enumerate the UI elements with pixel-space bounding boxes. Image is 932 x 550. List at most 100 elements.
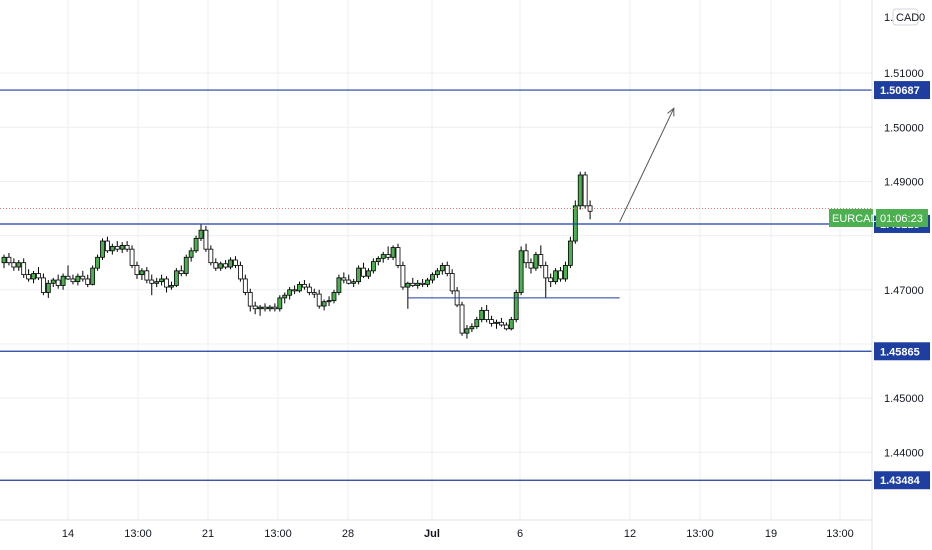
candle-down: [311, 292, 317, 295]
candle-up: [553, 270, 558, 283]
candle-up: [567, 240, 573, 266]
candle-up: [16, 262, 22, 268]
candle-down: [26, 274, 32, 280]
candle-down: [247, 292, 253, 307]
candle-down: [6, 256, 12, 264]
candle-up: [434, 270, 440, 276]
candle-up: [277, 297, 283, 310]
candle-down: [449, 273, 455, 292]
candle-down: [70, 278, 76, 283]
candle-down: [523, 250, 529, 264]
candle-down: [361, 267, 366, 277]
candle-up: [31, 273, 36, 280]
currency-prefix: 1.: [884, 12, 893, 24]
candle-up: [533, 254, 539, 269]
candle-down: [134, 265, 140, 276]
candle-down: [21, 262, 27, 276]
projection-arrow-head: [667, 107, 675, 117]
candle-up: [109, 246, 115, 252]
candle-down: [341, 277, 347, 281]
price-tick-label: 1.45000: [884, 393, 924, 405]
candle-up: [375, 257, 381, 263]
candle-up: [464, 328, 470, 334]
candle-down: [149, 279, 155, 284]
time-axis[interactable]: 14 13:00 21 13:00 28 Jul 6 12 13:00 19 13:00: [0, 519, 872, 540]
candle-up: [90, 267, 96, 285]
candle-up: [100, 240, 105, 258]
candle-down: [85, 278, 91, 285]
candle-down: [252, 305, 258, 310]
candle-up: [425, 279, 430, 285]
price-tick-label: 1.47000: [884, 285, 924, 297]
candle-up: [119, 244, 125, 250]
level-price-tag-bg: [874, 471, 930, 490]
candle-up: [75, 275, 81, 283]
candle-up: [257, 306, 263, 310]
candle-down: [144, 270, 150, 281]
candle-up: [474, 319, 480, 328]
candle-up: [321, 301, 327, 307]
candle-up: [469, 326, 475, 330]
candle-up: [287, 289, 293, 296]
time-tick-label: 21: [202, 528, 214, 540]
time-tick-label: 12: [624, 528, 636, 540]
projection-arrow[interactable]: [619, 108, 675, 223]
candles: [1, 171, 593, 339]
price-axis[interactable]: 1.51000 1.50000 1.49000 1.47000 1.45000 1.440…: [871, 0, 924, 550]
candle-down: [548, 277, 554, 283]
level-price-tag-bg: [874, 342, 930, 361]
candle-up: [479, 309, 485, 320]
symbol-label: EURCAD: [832, 213, 879, 225]
candle-down: [242, 278, 248, 293]
candle-up: [169, 285, 174, 288]
candle-up: [331, 292, 337, 302]
candle-down: [105, 240, 110, 252]
candle-down: [538, 254, 544, 266]
candle-down: [444, 265, 450, 274]
time-tick-label: 13:00: [264, 528, 292, 540]
level-price-tag: 1.43484: [880, 475, 921, 487]
candle-down: [129, 248, 135, 266]
candle-up: [267, 306, 273, 310]
candle-down: [36, 273, 41, 279]
currency-selector[interactable]: 1. CAD 0: [884, 8, 925, 26]
overlays: [0, 89, 872, 481]
time-tick-label: 19: [765, 528, 777, 540]
candle-down: [124, 244, 130, 250]
candle-up: [45, 282, 51, 293]
candle-down: [41, 277, 46, 293]
candle-down: [306, 286, 312, 293]
candle-down: [178, 270, 184, 274]
candle-up: [50, 279, 56, 284]
currency-suffix: 0: [919, 12, 925, 24]
time-tick-label: 14: [62, 528, 74, 540]
candle-down: [213, 262, 219, 269]
candle-down: [302, 283, 307, 288]
candle-down: [543, 265, 549, 279]
candle-down: [484, 309, 490, 320]
price-tick-label: 1.49000: [884, 176, 924, 188]
candle-down: [55, 279, 61, 286]
candle-up: [154, 281, 160, 284]
candle-up: [326, 300, 332, 303]
candle-up: [390, 247, 396, 258]
candle-down: [459, 304, 465, 334]
level-price-tag: 1.45865: [880, 346, 920, 358]
candle-up: [198, 229, 204, 239]
candle-down: [503, 324, 509, 330]
candle-up: [183, 256, 189, 274]
price-tick-label: 1.44000: [884, 447, 924, 459]
candle-up: [297, 283, 302, 292]
candle-down: [80, 275, 86, 280]
candle-down: [400, 265, 406, 288]
candle-down: [65, 275, 71, 280]
candle-up: [173, 270, 179, 286]
currency-badge-box[interactable]: [892, 8, 919, 26]
countdown-tag-bg: [876, 209, 928, 227]
candle-down: [233, 259, 238, 266]
level-price-tag-bg: [874, 81, 930, 100]
candle-up: [139, 270, 145, 276]
currency-badge[interactable]: CAD: [896, 12, 919, 24]
candle-up: [508, 319, 514, 330]
